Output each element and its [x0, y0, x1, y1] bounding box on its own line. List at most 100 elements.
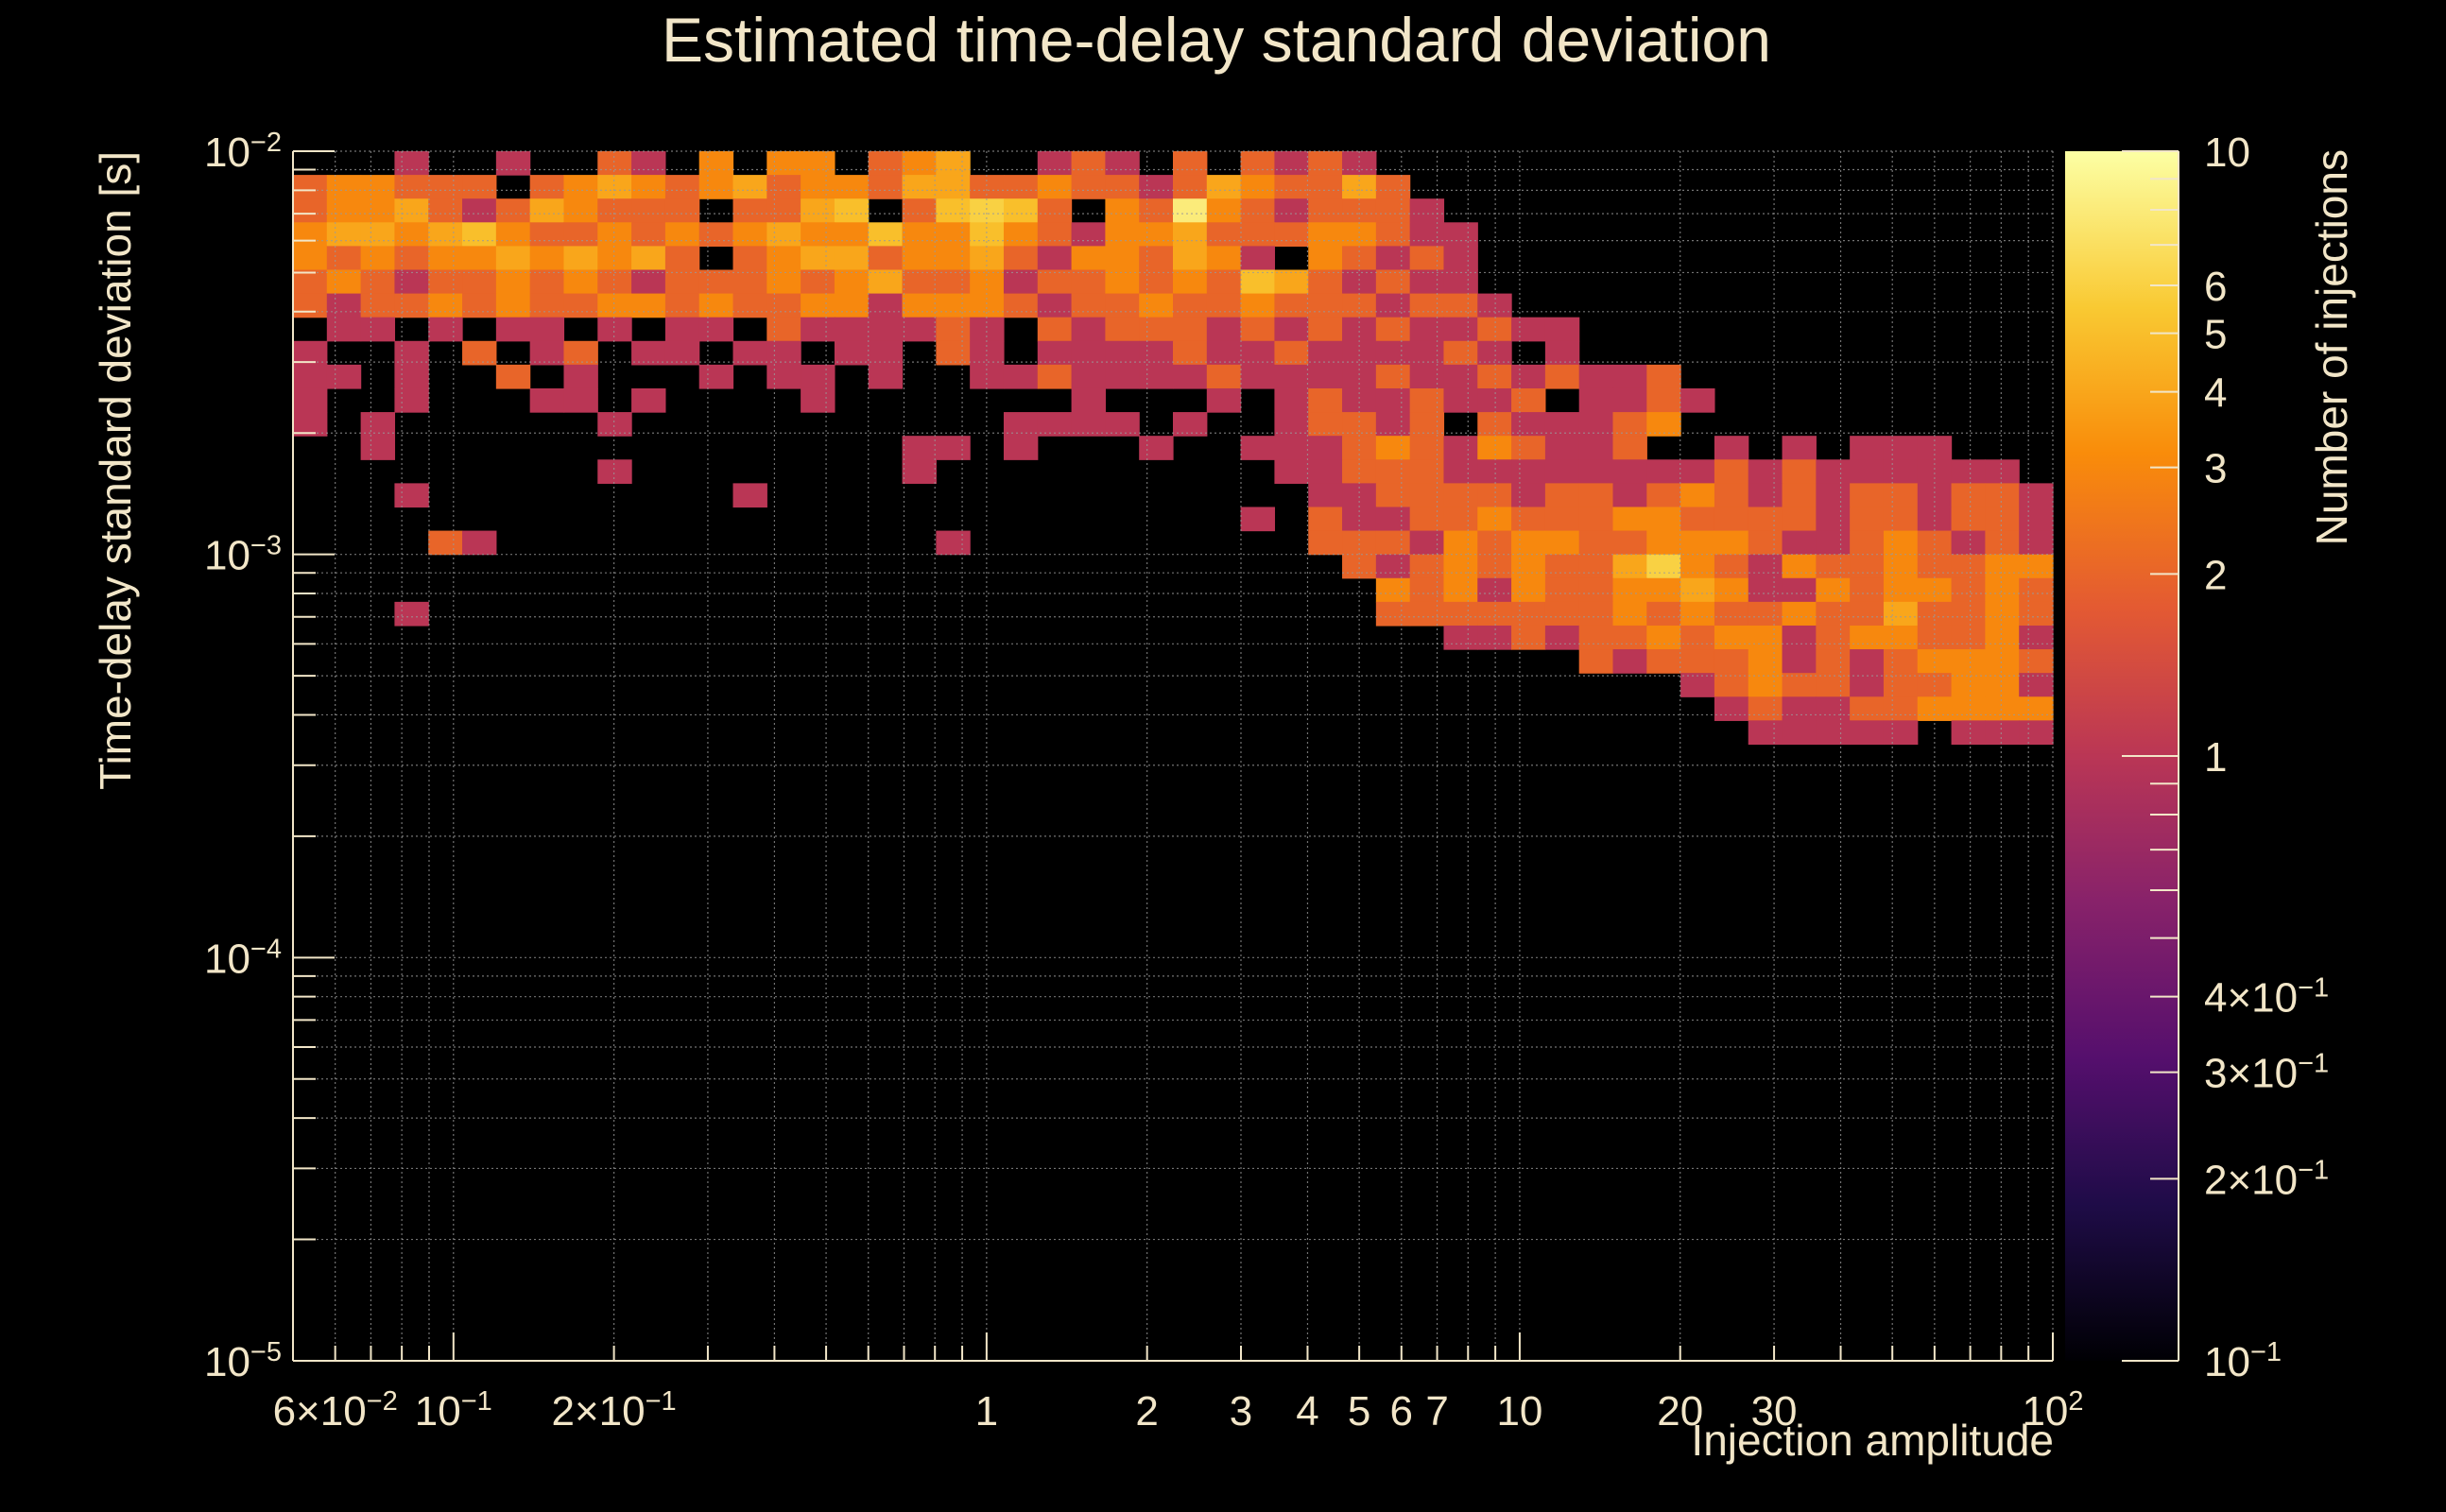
heatmap-cell: [936, 317, 971, 342]
heatmap-cell: [1206, 246, 1242, 271]
heatmap-cell: [902, 175, 937, 199]
heatmap-cell: [1714, 507, 1749, 532]
heatmap-cell: [394, 483, 429, 508]
heatmap-cell: [1375, 412, 1411, 437]
colorbar-tick-label: 1: [2204, 734, 2227, 781]
heatmap-cell: [1105, 340, 1140, 366]
heatmap-cell: [1985, 483, 2020, 508]
heatmap-cell: [1037, 222, 1073, 247]
heatmap-cell: [1511, 317, 1546, 342]
heatmap-cell: [1342, 293, 1377, 318]
heatmap-cell: [293, 269, 328, 295]
heatmap-cell: [1443, 317, 1478, 342]
axes: 6×10−2 10−1 2×10−1 1 2 3 4 5 6 7 10 20 30 102 10−2 10−3…: [204, 128, 2084, 1435]
heatmap-cell: [1748, 601, 1783, 627]
heatmap-cell: [360, 317, 396, 342]
heatmap-cell: [1612, 507, 1647, 532]
heatmap-cell: [1612, 577, 1647, 603]
heatmap-cell: [1951, 507, 1986, 532]
heatmap-cell: [1714, 625, 1749, 650]
heatmap-cell: [1003, 175, 1039, 199]
heatmap-cell: [1816, 625, 1851, 650]
heatmap-cell: [326, 222, 362, 247]
heatmap-cell: [664, 198, 700, 223]
heatmap-cell: [1375, 601, 1411, 627]
heatmap-cell: [428, 222, 463, 247]
heatmap-cell: [1308, 507, 1343, 532]
colorbar: 10 65 4 3 2 1 4×10−1 3×10−1 2×10−1 10−1: [2065, 129, 2329, 1385]
heatmap-cell: [529, 387, 565, 413]
heatmap-cell: [1544, 507, 1580, 532]
heatmap-cell: [1409, 340, 1445, 366]
heatmap-cell: [394, 198, 429, 223]
heatmap-cell: [970, 246, 1005, 271]
heatmap-cell: [1680, 387, 1715, 413]
heatmap-cell: [1985, 459, 2020, 484]
heatmap-cell: [495, 246, 531, 271]
heatmap-cell: [1544, 483, 1580, 508]
heatmap-cell: [1883, 696, 1919, 721]
heatmap-cell: [1850, 673, 1885, 697]
colorbar-label: Number of injections: [2307, 149, 2356, 545]
heatmap-cell: [1714, 601, 1749, 627]
heatmap-cell: [1409, 269, 1445, 295]
heatmap-cell: [631, 293, 666, 318]
heatmap-cell: [936, 222, 971, 247]
heatmap-cell: [1409, 198, 1445, 223]
colorbar-tick-label: 5: [2204, 312, 2227, 358]
heatmap-cell: [1951, 459, 1986, 484]
heatmap-cell: [1173, 246, 1208, 271]
heatmap-cell: [868, 269, 904, 295]
heatmap-cell: [834, 340, 870, 366]
heatmap-cell: [1003, 269, 1039, 295]
heatmap-cell: [1951, 601, 1986, 627]
heatmap-cell: [1443, 293, 1478, 318]
heatmap-cell: [1850, 436, 1885, 460]
heatmap-cell: [1850, 554, 1885, 579]
heatmap-cell: [1680, 577, 1715, 603]
heatmap-cell: [1274, 293, 1309, 318]
x-tick-label: 6: [1390, 1388, 1413, 1435]
heatmap-cell: [767, 246, 801, 271]
heatmap-cell: [732, 175, 767, 199]
heatmap-cell: [1578, 507, 1614, 532]
heatmap-cell: [1612, 412, 1647, 437]
heatmap-cell: [1782, 554, 1817, 579]
heatmap-cell: [1782, 507, 1817, 532]
heatmap-cell: [1883, 720, 1919, 746]
heatmap-cell: [1037, 317, 1073, 342]
heatmap-cell: [1375, 507, 1411, 532]
heatmap-cell: [1714, 459, 1749, 484]
heatmap-cell: [462, 222, 497, 247]
heatmap-cell: [394, 175, 429, 199]
heatmap-cell: [1342, 317, 1377, 342]
x-tick-label: 10: [1496, 1388, 1542, 1435]
heatmap-cell: [1883, 507, 1919, 532]
heatmap-cell: [1240, 222, 1276, 247]
heatmap-cell: [1003, 198, 1039, 223]
heatmap-cell: [563, 293, 598, 318]
heatmap-cell: [1544, 625, 1580, 650]
heatmap-cell: [1477, 507, 1512, 532]
heatmap-cell: [1578, 483, 1614, 508]
heatmap-cell: [698, 222, 734, 247]
heatmap-cell: [801, 293, 835, 318]
heatmap-cell: [1375, 364, 1411, 389]
heatmap-cell: [1375, 269, 1411, 295]
heatmap-cell: [563, 222, 598, 247]
heatmap-cell: [326, 364, 362, 389]
heatmap-cell: [1816, 483, 1851, 508]
heatmap-cell: [293, 293, 328, 318]
heatmap-cell: [1748, 554, 1783, 579]
heatmap-cell: [1375, 459, 1411, 484]
colorbar-tick-label: 4×10−1: [2204, 973, 2329, 1022]
heatmap-cell: [1443, 222, 1478, 247]
heatmap-cell: [529, 293, 565, 318]
heatmap-cell: [1308, 412, 1343, 437]
heatmap-cell: [1477, 601, 1512, 627]
heatmap-cell: [563, 387, 598, 413]
heatmap-cell: [1850, 577, 1885, 603]
heatmap-cells: [293, 151, 2054, 746]
heatmap-cell: [1816, 720, 1851, 746]
heatmap-cell: [1037, 412, 1073, 437]
